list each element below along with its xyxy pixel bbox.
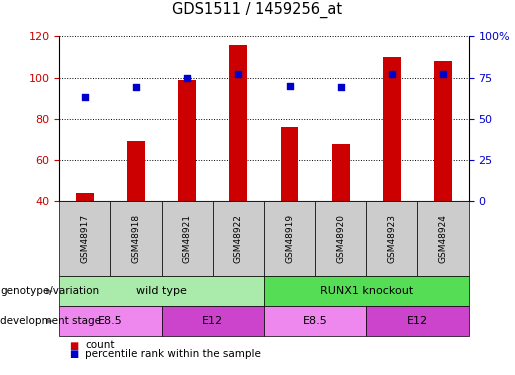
Text: E12: E12	[202, 316, 224, 326]
Text: E8.5: E8.5	[98, 316, 123, 326]
Point	[183, 75, 191, 81]
Bar	[127, 141, 145, 201]
Text: count: count	[85, 340, 114, 351]
Text: genotype/variation: genotype/variation	[0, 286, 99, 296]
Text: percentile rank within the sample: percentile rank within the sample	[85, 349, 261, 359]
Text: E12: E12	[407, 316, 428, 326]
Point	[439, 71, 447, 77]
Text: GSM48921: GSM48921	[183, 214, 192, 263]
Point	[234, 71, 243, 77]
Bar	[281, 127, 299, 201]
Text: GSM48923: GSM48923	[387, 214, 397, 263]
Text: GSM48919: GSM48919	[285, 214, 294, 263]
Point	[285, 83, 294, 89]
Bar	[229, 45, 247, 201]
Text: GSM48917: GSM48917	[80, 214, 89, 263]
Text: GSM48918: GSM48918	[131, 214, 141, 263]
Text: GSM48920: GSM48920	[336, 214, 345, 263]
Bar	[434, 61, 452, 201]
Text: E8.5: E8.5	[303, 316, 328, 326]
Text: ■: ■	[70, 349, 79, 359]
Text: RUNX1 knockout: RUNX1 knockout	[320, 286, 413, 296]
Bar	[178, 80, 196, 201]
Bar	[332, 144, 350, 201]
Point	[388, 71, 396, 77]
Text: wild type: wild type	[136, 286, 187, 296]
Text: GDS1511 / 1459256_at: GDS1511 / 1459256_at	[173, 2, 342, 18]
Text: GSM48922: GSM48922	[234, 214, 243, 263]
Bar	[76, 193, 94, 201]
Point	[132, 84, 140, 90]
Point	[337, 84, 345, 90]
Point	[81, 94, 89, 100]
Text: ■: ■	[70, 340, 79, 351]
Bar	[383, 57, 401, 201]
Text: GSM48924: GSM48924	[439, 214, 448, 263]
Text: development stage: development stage	[0, 316, 101, 326]
